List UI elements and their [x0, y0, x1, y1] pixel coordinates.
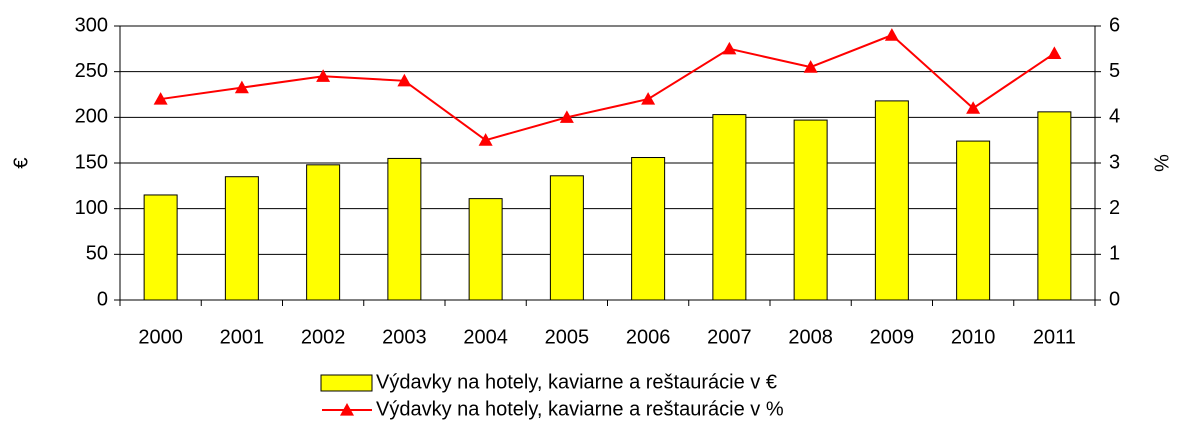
y-tick-label: 250 — [75, 60, 108, 82]
x-tick-label: 2004 — [463, 326, 508, 348]
x-tick-label: 2007 — [707, 326, 752, 348]
y-axis-label: € — [10, 157, 32, 168]
x-tick-label: 2009 — [870, 326, 915, 348]
legend-label: Výdavky na hotely, kaviarne a reštauráci… — [376, 371, 777, 393]
bar — [874, 100, 909, 301]
bar — [306, 164, 341, 301]
legend-swatch — [320, 374, 373, 392]
bar — [1037, 111, 1072, 301]
bar — [956, 140, 991, 301]
bar — [712, 114, 747, 301]
y2-tick-label: 5 — [1109, 60, 1120, 82]
x-tick-label: 2003 — [382, 326, 427, 348]
marker — [1047, 46, 1062, 59]
y2-axis-label: % — [1150, 154, 1172, 172]
line — [160, 33, 1055, 142]
marker — [803, 60, 818, 73]
x-tick-label: 2006 — [626, 326, 671, 348]
y2-tick-label: 4 — [1109, 106, 1120, 128]
marker — [478, 133, 493, 146]
x-tick-label: 2001 — [220, 326, 265, 348]
y2-tick-label: 2 — [1109, 197, 1120, 219]
marker — [153, 92, 168, 105]
marker — [559, 110, 574, 123]
marker — [316, 69, 331, 82]
y-tick-label: 100 — [75, 197, 108, 219]
marker — [884, 28, 899, 41]
x-tick-label: 2008 — [788, 326, 833, 348]
bar — [387, 157, 422, 301]
x-tick-label: 2000 — [138, 326, 183, 348]
marker — [966, 101, 981, 114]
y-tick-label: 200 — [75, 106, 108, 128]
marker — [722, 41, 737, 55]
x-tick-label: 2005 — [545, 326, 590, 348]
marker — [397, 73, 412, 87]
x-tick-label: 2011 — [1033, 326, 1076, 348]
y-tick-label: 50 — [86, 243, 108, 265]
legend-marker — [340, 403, 354, 416]
bar — [793, 119, 828, 301]
bar — [224, 176, 259, 301]
bar — [549, 175, 584, 301]
y2-tick-label: 1 — [1109, 243, 1120, 265]
y-tick-label: 150 — [75, 151, 108, 173]
legend-label: Výdavky na hotely, kaviarne a reštauráci… — [376, 398, 784, 420]
y-tick-label: 300 — [75, 14, 108, 36]
y2-tick-label: 6 — [1109, 14, 1120, 36]
y2-tick-label: 3 — [1109, 151, 1120, 173]
x-tick-label: 2010 — [951, 326, 996, 348]
bar — [143, 194, 178, 301]
marker — [641, 92, 656, 105]
x-tick-label: 2002 — [301, 326, 346, 348]
marker — [234, 80, 249, 94]
y-tick-label: 0 — [97, 288, 108, 310]
bar — [631, 157, 666, 301]
y2-tick-label: 0 — [1109, 288, 1120, 310]
bar — [468, 198, 503, 301]
